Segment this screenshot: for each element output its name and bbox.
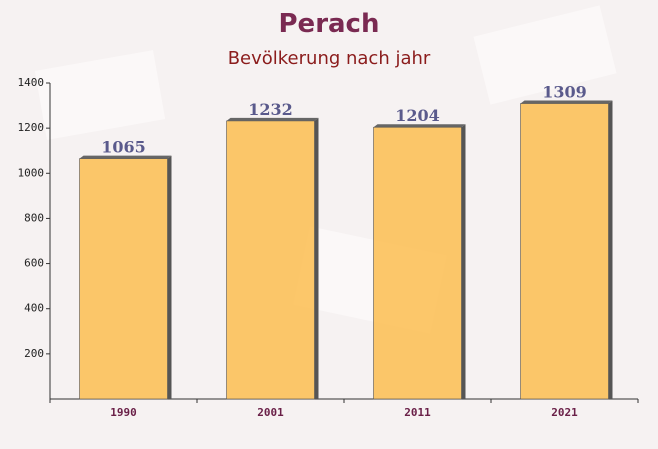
bar: [79, 158, 168, 400]
chart-title: Perach: [279, 9, 380, 39]
bar: [520, 103, 609, 400]
bar: [226, 120, 315, 400]
y-tick-label: 400: [24, 302, 44, 315]
x-tick-label: 1990: [110, 406, 137, 419]
value-label: 1232: [248, 100, 293, 119]
y-tick-label: 200: [24, 347, 44, 360]
chart-subtitle: Bevölkerung nach jahr: [228, 48, 431, 69]
y-tick-label: 1000: [18, 166, 45, 179]
bar-shadow: [373, 124, 466, 128]
bar-shadow: [520, 100, 613, 104]
value-label: 1204: [395, 106, 440, 125]
value-label: 1065: [101, 138, 146, 157]
x-tick-label: 2021: [551, 406, 578, 419]
x-tick-label: 2001: [257, 406, 284, 419]
bar-shadow: [608, 100, 613, 399]
x-tick-label: 2011: [404, 406, 431, 419]
bar-shadow: [79, 155, 172, 159]
bar-shadow: [167, 155, 172, 399]
value-label: 1309: [542, 83, 587, 102]
y-tick-label: 600: [24, 257, 44, 270]
y-tick-label: 1200: [18, 121, 45, 134]
bar-shadow: [226, 117, 319, 121]
bar: [373, 126, 462, 400]
background-decor: [473, 5, 617, 105]
bar-shadow: [314, 117, 319, 400]
background-decor: [34, 50, 166, 140]
y-tick-label: 800: [24, 211, 44, 224]
y-tick-label: 1400: [18, 76, 45, 89]
bar-shadow: [461, 124, 466, 400]
